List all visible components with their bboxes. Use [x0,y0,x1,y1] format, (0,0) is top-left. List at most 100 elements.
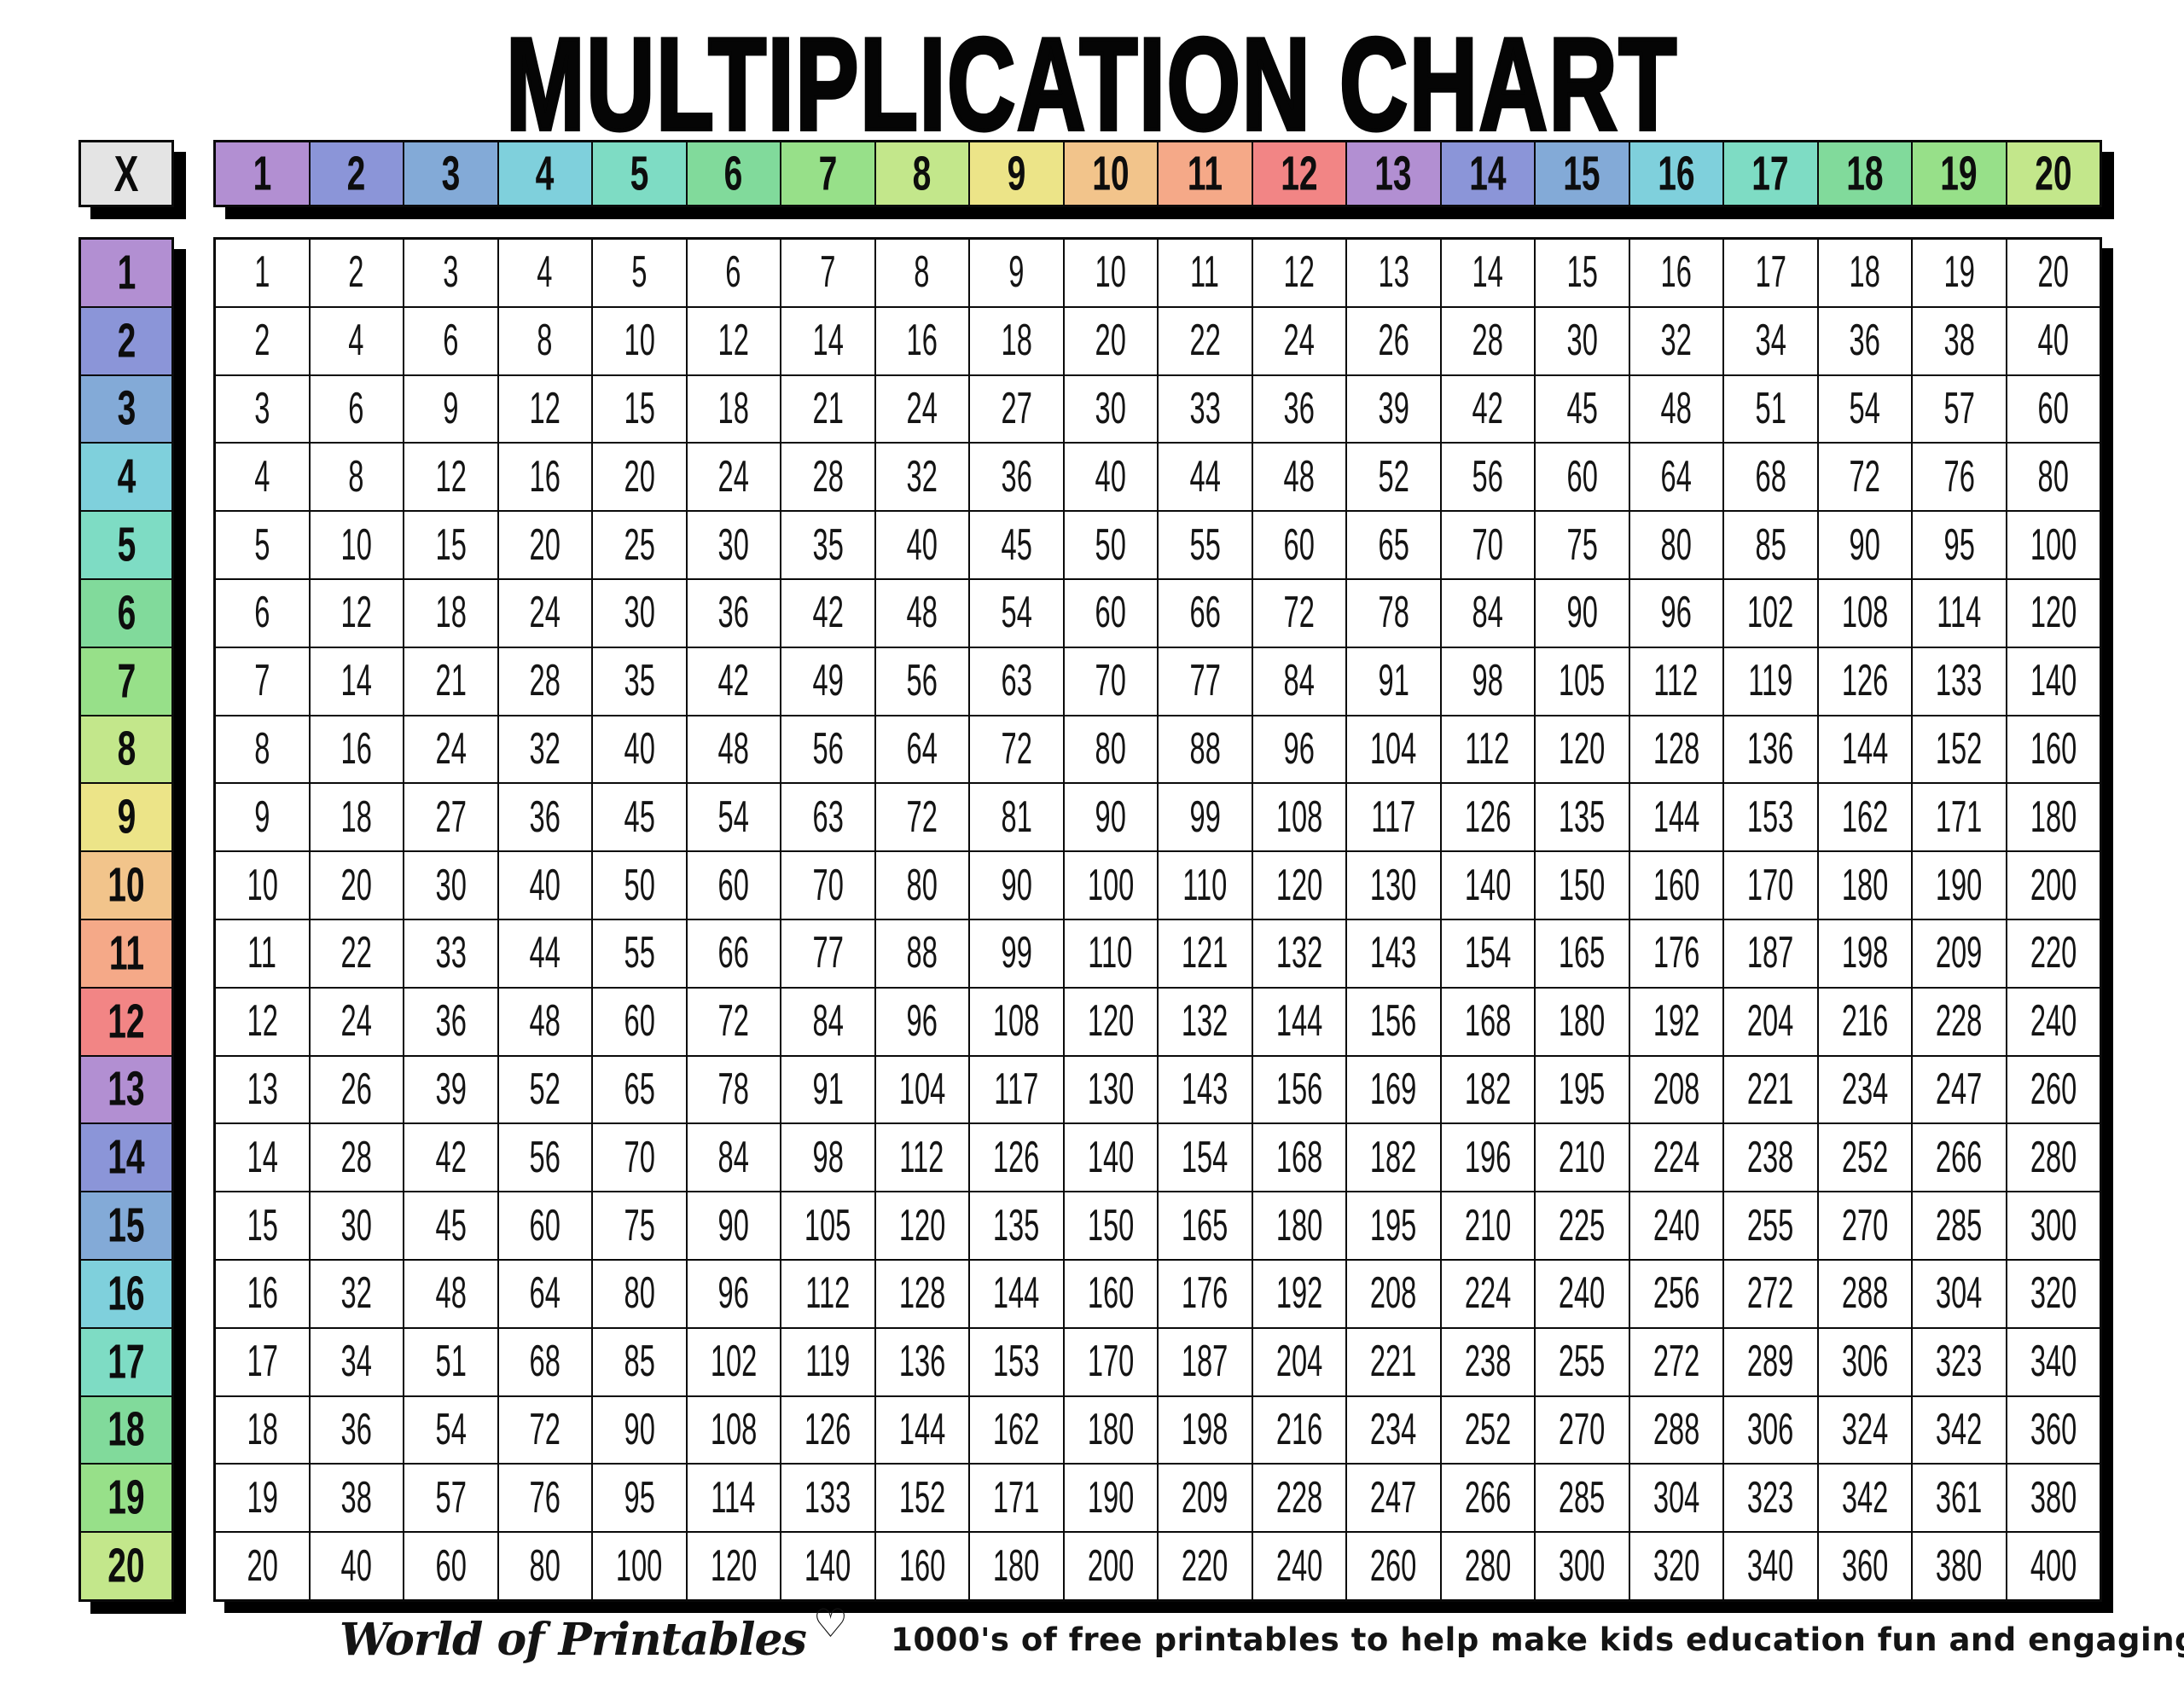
product-cell: 280 [2007,1124,2100,1192]
product-cell: 96 [1629,580,1722,647]
product-cell: 21 [404,647,497,715]
cell-value: 170 [1087,1337,1134,1387]
product-cell: 102 [1724,580,1817,647]
product-cell: 96 [875,988,968,1055]
cell-value: 20 [529,520,561,570]
cell-value: 176 [1653,929,1699,978]
cell-value: 30 [340,1201,372,1250]
cell-value: 280 [2030,1133,2077,1182]
product-cell: 140 [1441,852,1534,919]
product-cell: 42 [1441,375,1534,443]
product-cell: 12 [216,988,309,1055]
cell-value: 323 [1936,1337,1983,1387]
product-cell: 12 [1252,240,1345,306]
cell-value: 98 [812,1133,844,1182]
cell-value: 80 [1095,724,1126,774]
product-cell: 20 [310,852,403,919]
product-cell: 12 [310,580,403,647]
row-header-cell: 2 [81,307,171,374]
product-cell: 18 [970,307,1063,374]
product-cell: 320 [1629,1533,1722,1599]
cell-value: 156 [1370,997,1417,1047]
product-cell: 112 [1629,647,1722,715]
product-cell: 70 [593,1124,686,1192]
product-cell: 63 [970,647,1063,715]
cell-value: 9 [1007,147,1026,200]
product-cell: 66 [687,920,780,987]
cell-value: 40 [906,520,938,570]
product-cell: 55 [1159,512,1252,578]
product-cell: 19 [216,1465,309,1532]
cell-value: 260 [2030,1064,2077,1115]
cell-value: 120 [1559,724,1606,774]
cell-value: 65 [1378,520,1409,570]
cell-value: 144 [898,1405,945,1455]
product-cell: 225 [1536,1192,1629,1259]
cell-value: 117 [1371,792,1416,842]
cell-value: 26 [340,1064,372,1115]
product-cell: 102 [687,1328,780,1395]
cell-value: 72 [1849,452,1880,502]
product-cell: 228 [1913,988,2006,1055]
cell-value: 12 [1281,147,1318,200]
product-cell: 234 [1347,1396,1440,1464]
cell-value: 56 [906,657,938,706]
cell-value: 133 [1936,657,1983,706]
product-cell: 300 [2007,1192,2100,1259]
cell-value: 102 [1747,589,1794,638]
product-cell: 36 [970,444,1063,511]
cell-value: 120 [898,1201,945,1250]
product-cell: 400 [2007,1533,2100,1599]
column-header-cell: 17 [1724,142,1817,205]
column-header-cell: 8 [875,142,968,205]
product-cell: 288 [1818,1261,1911,1327]
product-cell: 120 [2007,580,2100,647]
product-cell: 204 [1724,988,1817,1055]
cell-value: 14 [1469,147,1507,200]
product-cell: 108 [687,1396,780,1464]
row-header-cell: 16 [81,1261,171,1327]
product-cell: 85 [593,1328,686,1395]
cell-value: 168 [1464,997,1511,1047]
cell-value: 110 [1088,929,1133,978]
cell-value: 18 [107,1403,145,1457]
footer-tagline: 1000's of free printables to help make k… [891,1621,2184,1658]
product-cell: 12 [404,444,497,511]
cell-value: 45 [1566,384,1598,434]
cell-value: 34 [1755,316,1786,366]
product-cell: 144 [1818,716,1911,783]
product-cell: 304 [1629,1465,1722,1532]
product-cell: 140 [1064,1124,1157,1192]
cell-value: 6 [348,384,364,434]
cell-value: 18 [1849,248,1880,298]
product-cell: 20 [498,512,591,578]
cell-value: 12 [340,589,372,638]
cell-value: 21 [435,657,467,706]
product-cell: 18 [1818,240,1911,306]
cell-value: 187 [1747,929,1794,978]
cell-value: 91 [812,1064,844,1115]
product-cell: 36 [1818,307,1911,374]
product-cell: 20 [2007,240,2100,306]
product-cell: 16 [875,307,968,374]
product-cell: 160 [1629,852,1722,919]
cell-value: 182 [1370,1133,1417,1182]
cell-value: 19 [1943,248,1975,298]
cell-value: 119 [805,1337,851,1387]
cell-value: 240 [1653,1201,1699,1250]
product-cell: 48 [875,580,968,647]
cell-value: 154 [1464,929,1511,978]
cell-value: 48 [435,1269,467,1319]
cell-value: 20 [2037,248,2069,298]
cell-value: 26 [1378,316,1409,366]
cell-value: 65 [624,1064,655,1115]
product-cell: 270 [1818,1192,1911,1259]
product-cell: 26 [1347,307,1440,374]
products-grid: 1 2 3 4 5 6 7 8 9 10 11 12 13 14 15 16 17 18 19 20 2 4 6 8 10 12 1… [213,237,2102,1602]
column-header-cell: 13 [1347,142,1440,205]
product-cell: 95 [593,1465,686,1532]
cell-value: 196 [1464,1133,1511,1182]
cell-value: 160 [1087,1269,1134,1319]
cell-value: 50 [1095,520,1126,570]
product-cell: 110 [1159,852,1252,919]
